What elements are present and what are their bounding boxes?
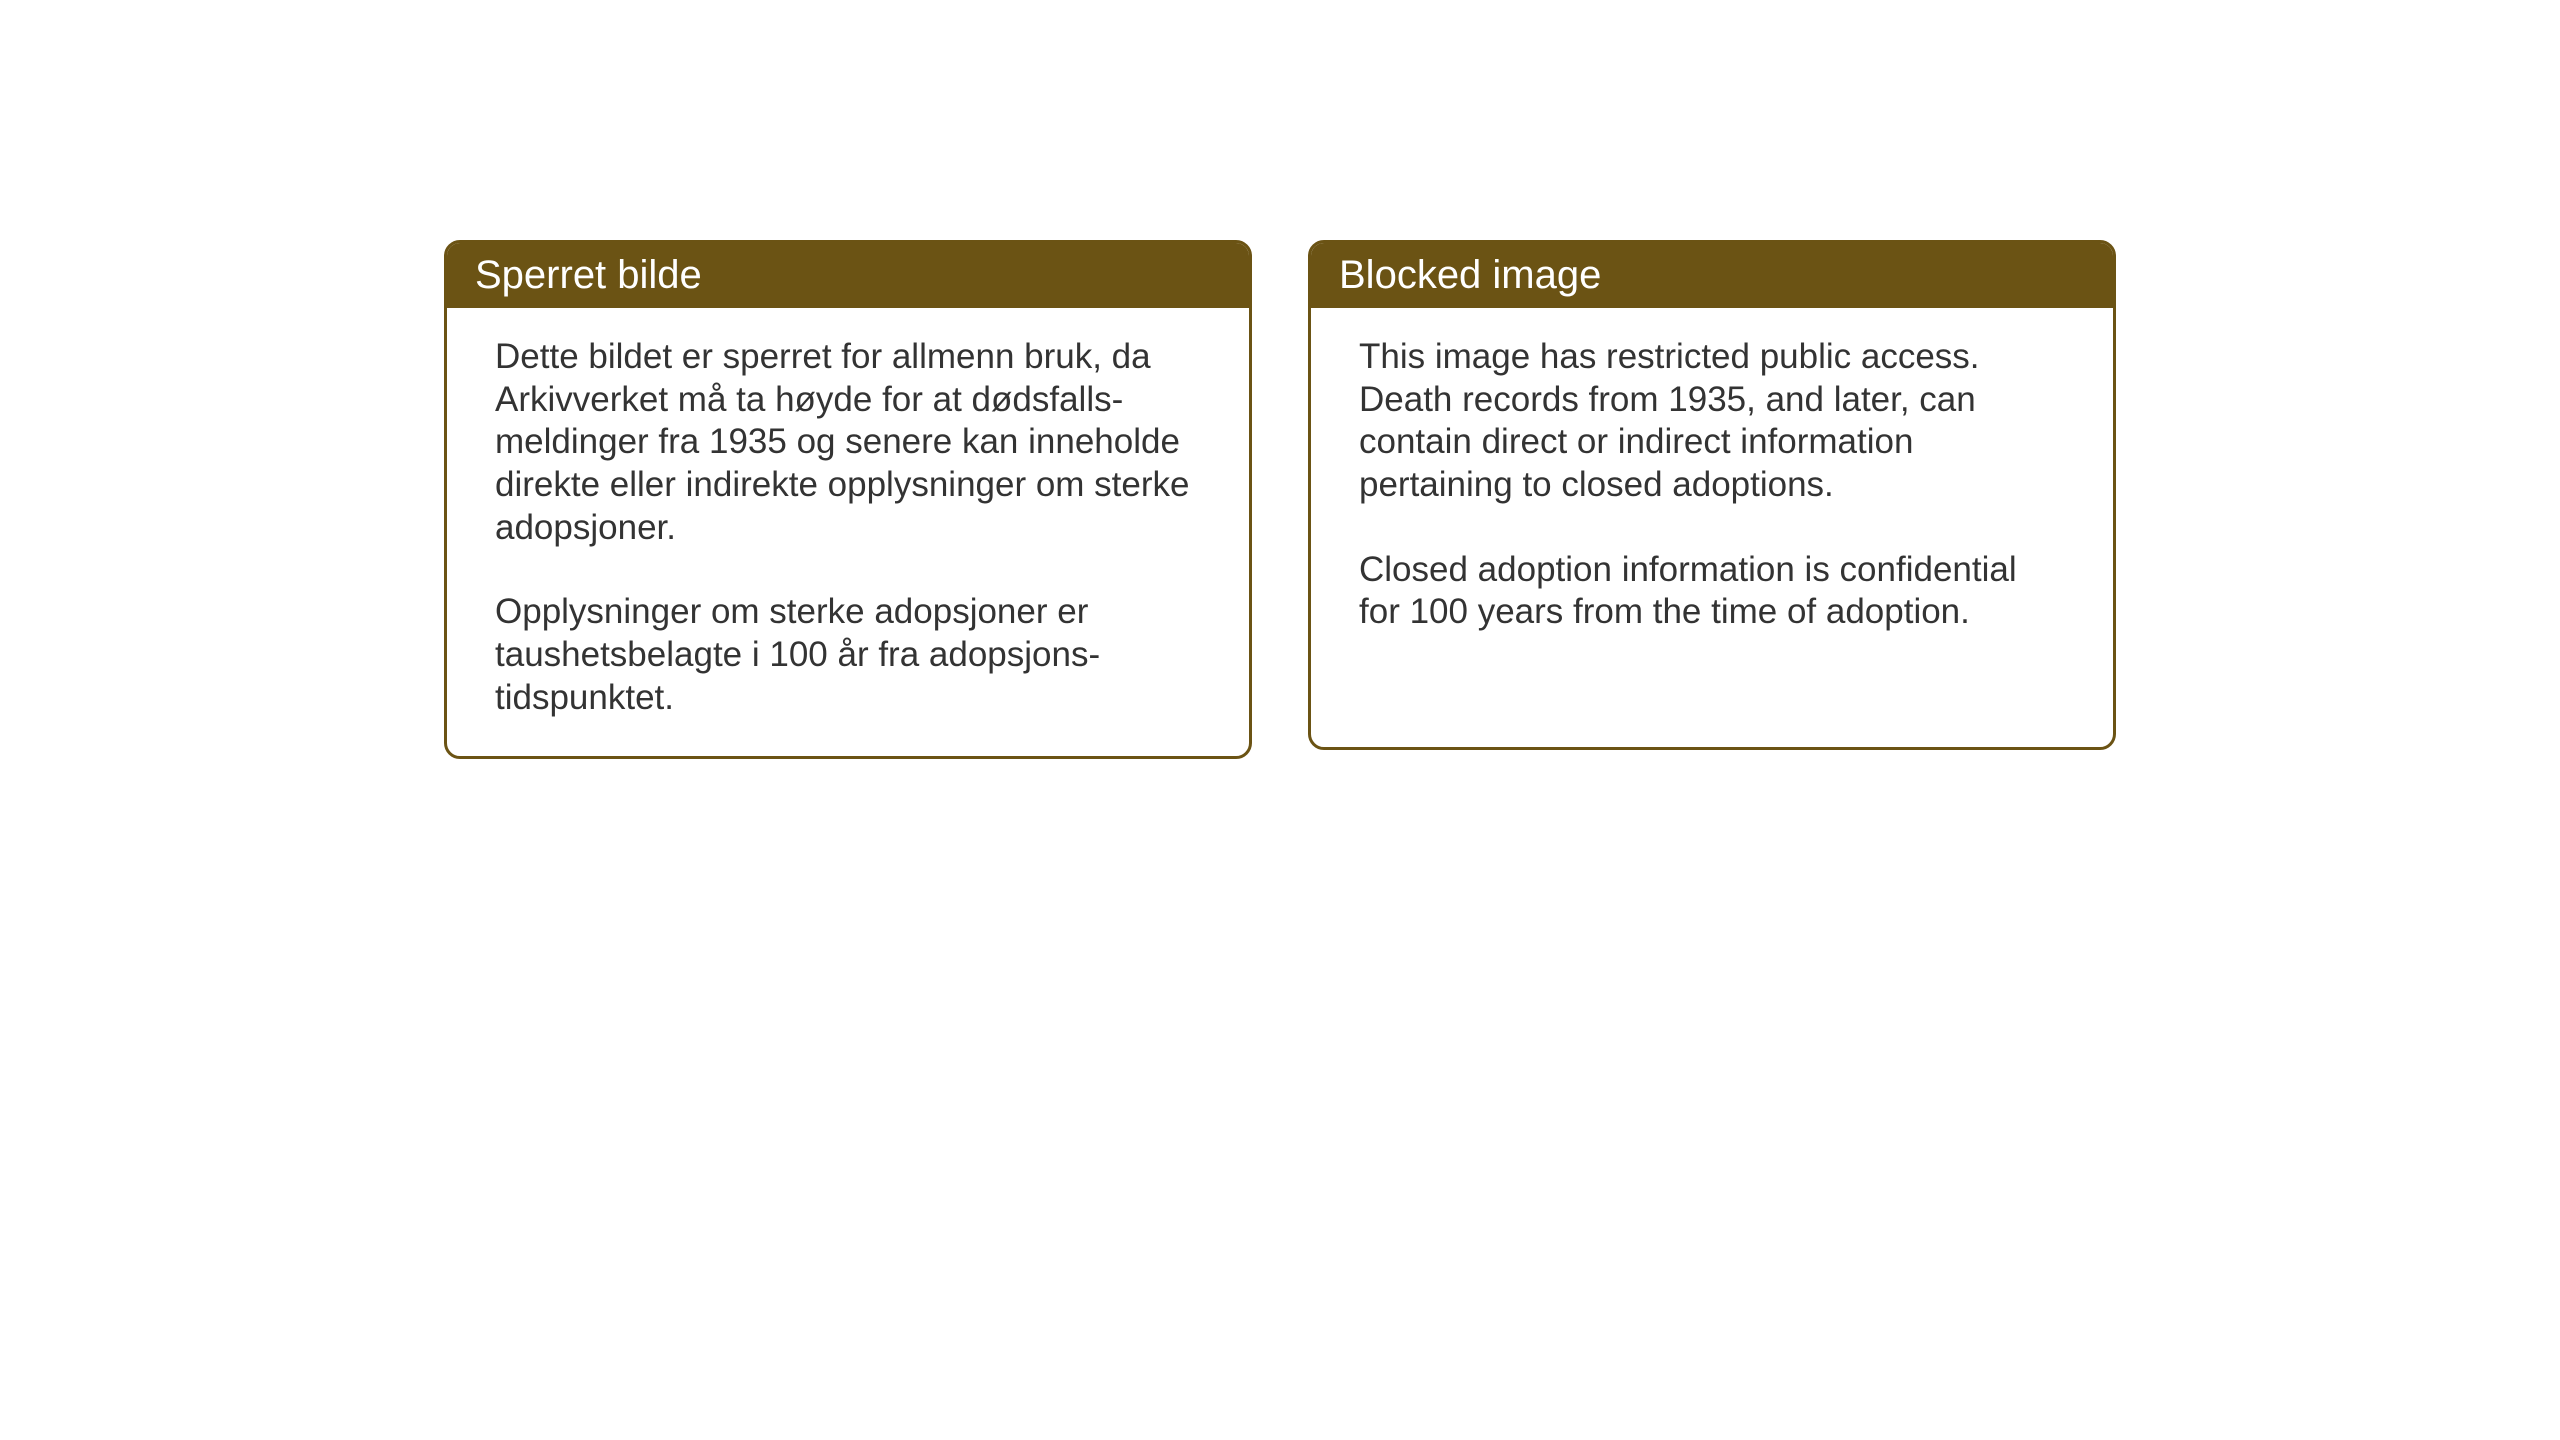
notice-header-norwegian: Sperret bilde [447,243,1249,308]
notice-paragraph-2-en: Closed adoption information is confident… [1359,549,2065,634]
notice-body-english: This image has restricted public access.… [1311,308,2113,670]
notice-container: Sperret bilde Dette bildet er sperret fo… [444,240,2116,759]
notice-paragraph-1-no: Dette bildet er sperret for allmenn bruk… [495,336,1201,549]
notice-paragraph-1-en: This image has restricted public access.… [1359,336,2065,507]
notice-body-norwegian: Dette bildet er sperret for allmenn bruk… [447,308,1249,756]
notice-card-english: Blocked image This image has restricted … [1308,240,2116,750]
notice-header-english: Blocked image [1311,243,2113,308]
notice-card-norwegian: Sperret bilde Dette bildet er sperret fo… [444,240,1252,759]
notice-paragraph-2-no: Opplysninger om sterke adopsjoner er tau… [495,591,1201,719]
